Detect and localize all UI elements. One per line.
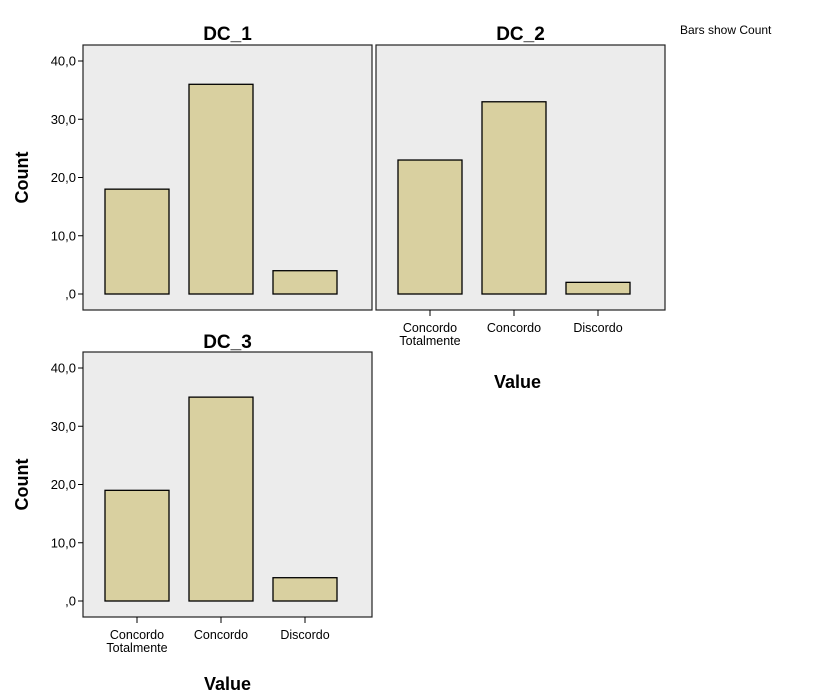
x-category-label: Concordo	[487, 321, 541, 335]
y-tick-label: 20,0	[51, 477, 76, 492]
y-tick-label: 10,0	[51, 228, 76, 243]
bar	[272, 577, 338, 602]
y-axis-label: Count	[12, 459, 32, 511]
y-axis-label: Count	[12, 152, 32, 204]
x-axis-label: Value	[204, 674, 251, 693]
x-category-label: Concordo	[194, 628, 248, 642]
chart-title: DC_3	[203, 332, 252, 353]
bar	[397, 159, 463, 295]
y-tick-label: 20,0	[51, 170, 76, 185]
chart-title: DC_2	[496, 24, 545, 45]
chart-note: Bars show Count	[680, 23, 772, 37]
y-tick-label: 30,0	[51, 419, 76, 434]
x-axis-label: Value	[494, 372, 541, 392]
x-category-label: Discordo	[573, 321, 622, 335]
bar	[188, 83, 254, 295]
y-tick-label: 40,0	[51, 361, 76, 376]
y-tick-label: 30,0	[51, 112, 76, 127]
y-tick-label: 10,0	[51, 535, 76, 550]
y-tick-label: 40,0	[51, 54, 76, 69]
bar	[565, 281, 631, 295]
y-tick-label: ,0	[65, 594, 76, 609]
bar	[104, 188, 170, 295]
bar	[188, 396, 254, 602]
x-category-label: Concordo Totalmente	[399, 321, 460, 348]
bar	[481, 101, 547, 295]
y-tick-label: ,0	[65, 287, 76, 302]
x-category-label: Concordo Totalmente	[106, 628, 167, 655]
chart-title: DC_1	[203, 24, 252, 45]
bar	[104, 489, 170, 602]
x-category-label: Discordo	[280, 628, 329, 642]
bar	[272, 270, 338, 295]
